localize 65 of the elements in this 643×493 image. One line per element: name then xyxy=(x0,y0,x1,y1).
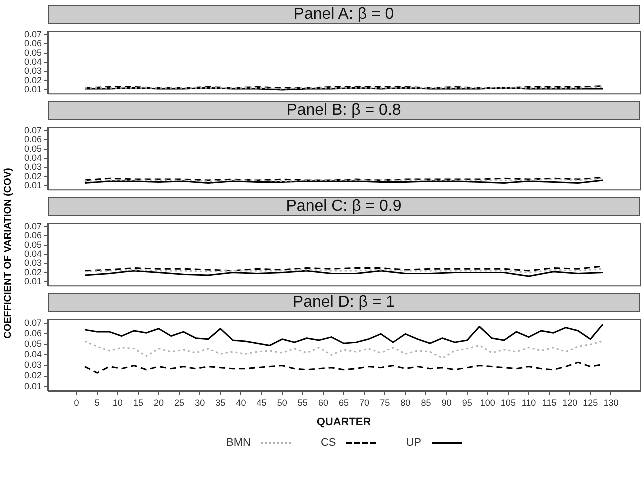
x-tick-label: 10 xyxy=(112,398,123,408)
x-tick-label: 80 xyxy=(400,398,411,408)
y-tick-label: 0.03 xyxy=(24,360,42,370)
x-tick-label: 90 xyxy=(442,398,452,408)
x-tick-label: 15 xyxy=(133,398,144,408)
x-tick-label: 30 xyxy=(195,398,206,408)
x-tick-label: 35 xyxy=(216,398,226,408)
x-tick-label: 40 xyxy=(236,398,246,408)
y-tick-label: 0.07 xyxy=(24,318,42,328)
x-tick-label: 125 xyxy=(583,398,598,408)
x-tick-label: 105 xyxy=(500,398,516,408)
x-tick-label: 75 xyxy=(380,398,390,408)
y-tick-label: 0.04 xyxy=(24,350,42,360)
chart-title: Panel C: β = 0.9 xyxy=(48,197,640,216)
x-tick-label: 25 xyxy=(174,398,185,408)
x-tick-label: 55 xyxy=(298,398,308,408)
y-tick-label: 0.05 xyxy=(24,48,42,58)
y-tick-label: 0.02 xyxy=(24,370,42,381)
x-tick-label: 95 xyxy=(462,398,472,408)
chart-title: Panel B: β = 0.8 xyxy=(48,101,640,120)
y-tick-label: 0.05 xyxy=(24,339,42,350)
y-tick-label: 0.07 xyxy=(24,30,42,40)
x-tick-label: 120 xyxy=(562,398,578,408)
y-tick-label: 0.01 xyxy=(24,276,42,286)
x-axis-title: QUARTER xyxy=(316,416,372,428)
y-tick-label: 0.07 xyxy=(24,222,42,232)
x-tick-label: 60 xyxy=(318,398,328,408)
y-tick-label: 0.04 xyxy=(24,56,42,67)
legend-label: CS xyxy=(320,437,336,449)
y-tick-label: 0.03 xyxy=(24,162,42,172)
y-tick-label: 0.02 xyxy=(24,267,42,278)
x-tick-label: 5 xyxy=(94,398,100,408)
y-tick-label: 0.06 xyxy=(24,134,42,145)
x-tick-label: 65 xyxy=(338,398,350,408)
y-tick-label: 0.06 xyxy=(24,328,42,339)
y-axis-title: COEFFICIENT OF VARIATION (COV) xyxy=(2,168,14,338)
y-tick-label: 0.05 xyxy=(24,144,42,154)
x-tick-label: 70 xyxy=(360,398,370,408)
y-tick-label: 0.04 xyxy=(24,152,42,163)
y-tick-label: 0.02 xyxy=(24,75,42,86)
y-tick-label: 0.01 xyxy=(24,180,42,190)
x-tick-label: 100 xyxy=(480,398,496,408)
x-tick-label: 110 xyxy=(522,398,536,408)
y-tick-label: 0.04 xyxy=(24,248,42,259)
y-tick-label: 0.03 xyxy=(24,258,42,268)
x-tick-label: 45 xyxy=(256,398,267,408)
y-tick-label: 0.05 xyxy=(24,240,42,250)
y-tick-label: 0.02 xyxy=(24,171,42,182)
legend-label: BMN xyxy=(226,437,251,449)
legend-label: UP xyxy=(406,437,422,449)
x-tick-label: 50 xyxy=(277,398,288,408)
line-series xyxy=(84,340,604,360)
chart-title: Panel D: β = 1 xyxy=(48,293,640,312)
y-tick-label: 0.01 xyxy=(24,381,42,392)
x-tick-label: 130 xyxy=(604,398,619,408)
y-tick-label: 0.07 xyxy=(24,126,42,136)
y-tick-label: 0.06 xyxy=(24,38,42,49)
x-tick-label: 20 xyxy=(154,398,164,408)
x-tick-label: 85 xyxy=(421,398,432,408)
chart-title: Panel A: β = 0 xyxy=(48,5,640,24)
x-tick-label: 0 xyxy=(74,398,80,408)
y-tick-label: 0.06 xyxy=(24,230,42,241)
y-tick-label: 0.03 xyxy=(24,66,42,76)
x-tick-label: 115 xyxy=(542,398,557,408)
y-tick-label: 0.01 xyxy=(24,84,42,94)
